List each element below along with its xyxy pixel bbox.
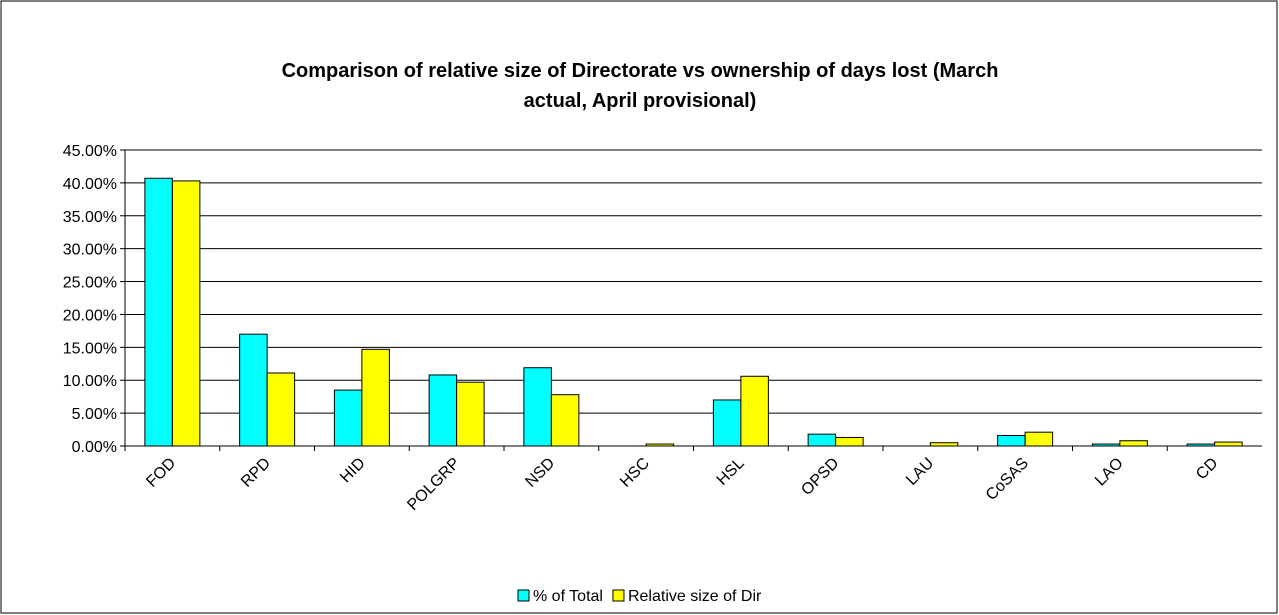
y-tick-label: 25.00% bbox=[63, 275, 117, 292]
bar bbox=[361, 348, 390, 447]
legend-swatch bbox=[517, 589, 530, 602]
legend-label: % of Total bbox=[533, 588, 603, 605]
y-tick-label: 15.00% bbox=[63, 340, 117, 357]
bar bbox=[835, 436, 864, 447]
bar bbox=[266, 372, 296, 447]
bar bbox=[1024, 431, 1054, 447]
bar bbox=[333, 389, 363, 447]
bar bbox=[929, 442, 959, 447]
bar bbox=[428, 374, 458, 447]
bar bbox=[997, 434, 1026, 447]
bar bbox=[740, 375, 769, 447]
y-tick-label: 20.00% bbox=[63, 307, 117, 324]
bar bbox=[239, 333, 268, 447]
chart-title: Comparison of relative size of Directora… bbox=[281, 60, 999, 112]
y-tick-label: 30.00% bbox=[63, 242, 117, 259]
bar bbox=[645, 443, 675, 447]
bar bbox=[712, 399, 742, 447]
bar bbox=[144, 177, 173, 447]
bar bbox=[171, 180, 201, 447]
legend-label: Relative size of Dir bbox=[628, 588, 762, 605]
bar bbox=[1091, 443, 1121, 447]
y-tick-label: 5.00% bbox=[72, 406, 117, 423]
y-tick-label: 40.00% bbox=[63, 176, 117, 193]
y-tick-label: 0.00% bbox=[72, 439, 117, 456]
legend: % of Total Relative size of Dir bbox=[517, 588, 762, 605]
y-tick-label: 35.00% bbox=[63, 209, 117, 226]
y-tick-label: 45.00% bbox=[63, 143, 117, 160]
bar bbox=[523, 367, 552, 447]
bar bbox=[1214, 441, 1243, 447]
bar bbox=[1186, 443, 1216, 447]
bar bbox=[807, 433, 837, 447]
bar bbox=[550, 394, 580, 447]
legend-swatch bbox=[612, 589, 625, 602]
y-tick-label: 10.00% bbox=[63, 373, 117, 390]
bar bbox=[456, 381, 485, 447]
bar bbox=[1119, 440, 1148, 447]
